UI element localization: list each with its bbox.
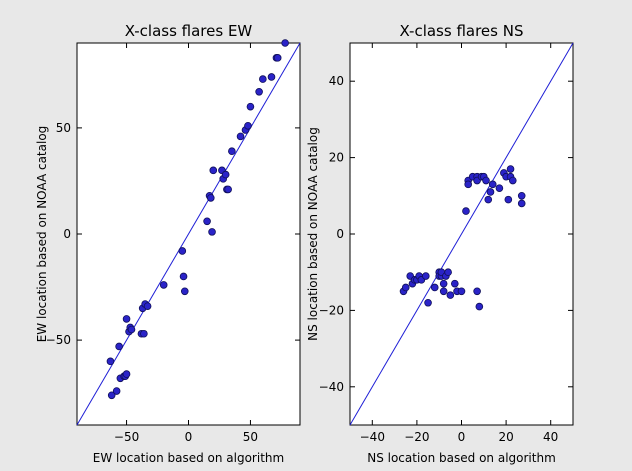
data-point [143,302,152,310]
data-point [122,315,131,323]
y-axis-label: EW location based on NOAA catalog [35,126,49,343]
ticks: −40 −20 0 20 40 −40 −20 0 20 40 [319,43,573,444]
data-point [444,268,452,277]
x-tick-label: 0 [458,430,466,444]
y-tick-label: −20 [319,303,344,317]
ns-scatter-panel: X-class flares NS NS location based on a… [306,22,574,465]
y-axis-label: NS location based on NOAA catalog [306,127,320,341]
data-point [486,188,495,196]
y-tick-label: 50 [56,121,71,135]
data-point [488,180,497,189]
chart-title: X-class flares NS [400,22,524,40]
identity-line [349,42,574,426]
data-point [267,73,276,81]
data-point [506,165,515,173]
data-point [179,272,188,281]
ticks: −50 0 50 −50 0 50 [46,43,300,444]
data-point [106,357,115,366]
data-point [259,75,267,83]
data-point [473,287,481,296]
x-axis-label: EW location based on algorithm [93,451,284,465]
data-point [122,370,131,378]
data-point [457,287,466,296]
data-point [180,287,189,296]
x-tick-label: 0 [185,430,193,444]
data-point [159,281,168,289]
data-point [115,342,123,351]
data-point [273,54,282,62]
data-point [178,247,187,255]
data-point [255,88,263,96]
data-point [508,176,517,185]
data-point [244,121,252,130]
reference-line [349,42,574,426]
data-points [106,39,289,400]
x-axis-label: NS location based on algorithm [367,451,556,465]
data-point [464,180,472,189]
data-point [236,132,245,141]
chart-title: X-class flares EW [125,22,253,40]
y-tick-label: 20 [329,151,344,165]
x-tick-label: −40 [360,430,385,444]
data-point [281,39,289,47]
data-point [462,207,470,215]
data-point [495,184,504,192]
data-point [446,291,455,299]
x-tick-label: 50 [243,430,258,444]
data-point [439,279,448,288]
data-point [517,199,526,208]
x-tick-label: 20 [498,430,513,444]
data-point [127,325,136,334]
data-point [401,283,410,292]
y-tick-label: 0 [336,227,344,241]
y-tick-label: −40 [319,380,344,394]
ew-scatter-panel: X-class flares EW EW location based on a… [35,22,301,465]
data-point [207,194,215,202]
data-point [246,102,255,111]
data-point [484,195,493,204]
x-tick-label: −20 [404,430,429,444]
data-point [439,287,448,296]
data-point [517,192,526,200]
data-point [208,228,216,236]
data-point [424,298,432,307]
x-tick-label: 40 [543,430,558,444]
data-point [422,272,430,280]
data-point [482,176,490,185]
data-point [504,195,513,204]
data-point [221,170,230,179]
data-point [228,147,236,156]
data-point [140,329,148,338]
data-point [451,279,459,288]
data-point [107,391,116,400]
y-tick-label: 40 [329,74,344,88]
y-tick-label: 0 [63,227,71,241]
data-point [475,302,484,311]
y-tick-label: −50 [46,333,71,347]
x-tick-label: −50 [114,430,139,444]
data-point [224,185,232,194]
data-point [112,387,121,395]
data-points [399,165,526,311]
data-point [430,283,439,292]
data-point [203,217,211,226]
data-point [209,166,218,175]
